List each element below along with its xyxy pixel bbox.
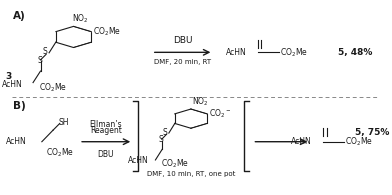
Text: NO$_2$: NO$_2$ <box>192 96 209 108</box>
Text: DBU: DBU <box>173 36 192 45</box>
Text: 3: 3 <box>6 72 12 81</box>
Text: AcHN: AcHN <box>226 48 247 57</box>
Text: DMF, 10 min, RT, one pot: DMF, 10 min, RT, one pot <box>147 171 235 177</box>
Text: S: S <box>163 128 167 137</box>
Text: DBU: DBU <box>98 150 114 159</box>
Text: CO$_2$Me: CO$_2$Me <box>93 25 121 37</box>
Text: CO$_2$Me: CO$_2$Me <box>279 46 308 58</box>
Text: S: S <box>158 135 163 144</box>
Text: AcHN: AcHN <box>2 80 23 89</box>
Text: AcHN: AcHN <box>291 137 312 146</box>
Text: S: S <box>37 56 42 65</box>
Text: CO$_2$Me: CO$_2$Me <box>45 147 73 160</box>
Text: A): A) <box>13 11 25 21</box>
Text: SH: SH <box>59 118 69 127</box>
Text: CO$_2$$^-$: CO$_2$$^-$ <box>209 107 231 120</box>
Text: Reagent: Reagent <box>90 126 122 135</box>
Text: DMF, 20 min, RT: DMF, 20 min, RT <box>154 59 211 65</box>
Text: S: S <box>42 47 47 56</box>
Text: AcHN: AcHN <box>6 137 27 146</box>
Text: 5, 48%: 5, 48% <box>338 48 372 57</box>
Text: CO$_2$Me: CO$_2$Me <box>161 158 189 170</box>
Text: NO$_2$: NO$_2$ <box>72 13 88 25</box>
Text: AcHN: AcHN <box>127 156 148 165</box>
Text: B): B) <box>13 101 25 111</box>
Text: 5, 75%: 5, 75% <box>354 128 389 137</box>
Text: Ellman’s: Ellman’s <box>90 120 122 129</box>
Text: CO$_2$Me: CO$_2$Me <box>39 81 67 94</box>
Text: CO$_2$Me: CO$_2$Me <box>345 136 373 148</box>
